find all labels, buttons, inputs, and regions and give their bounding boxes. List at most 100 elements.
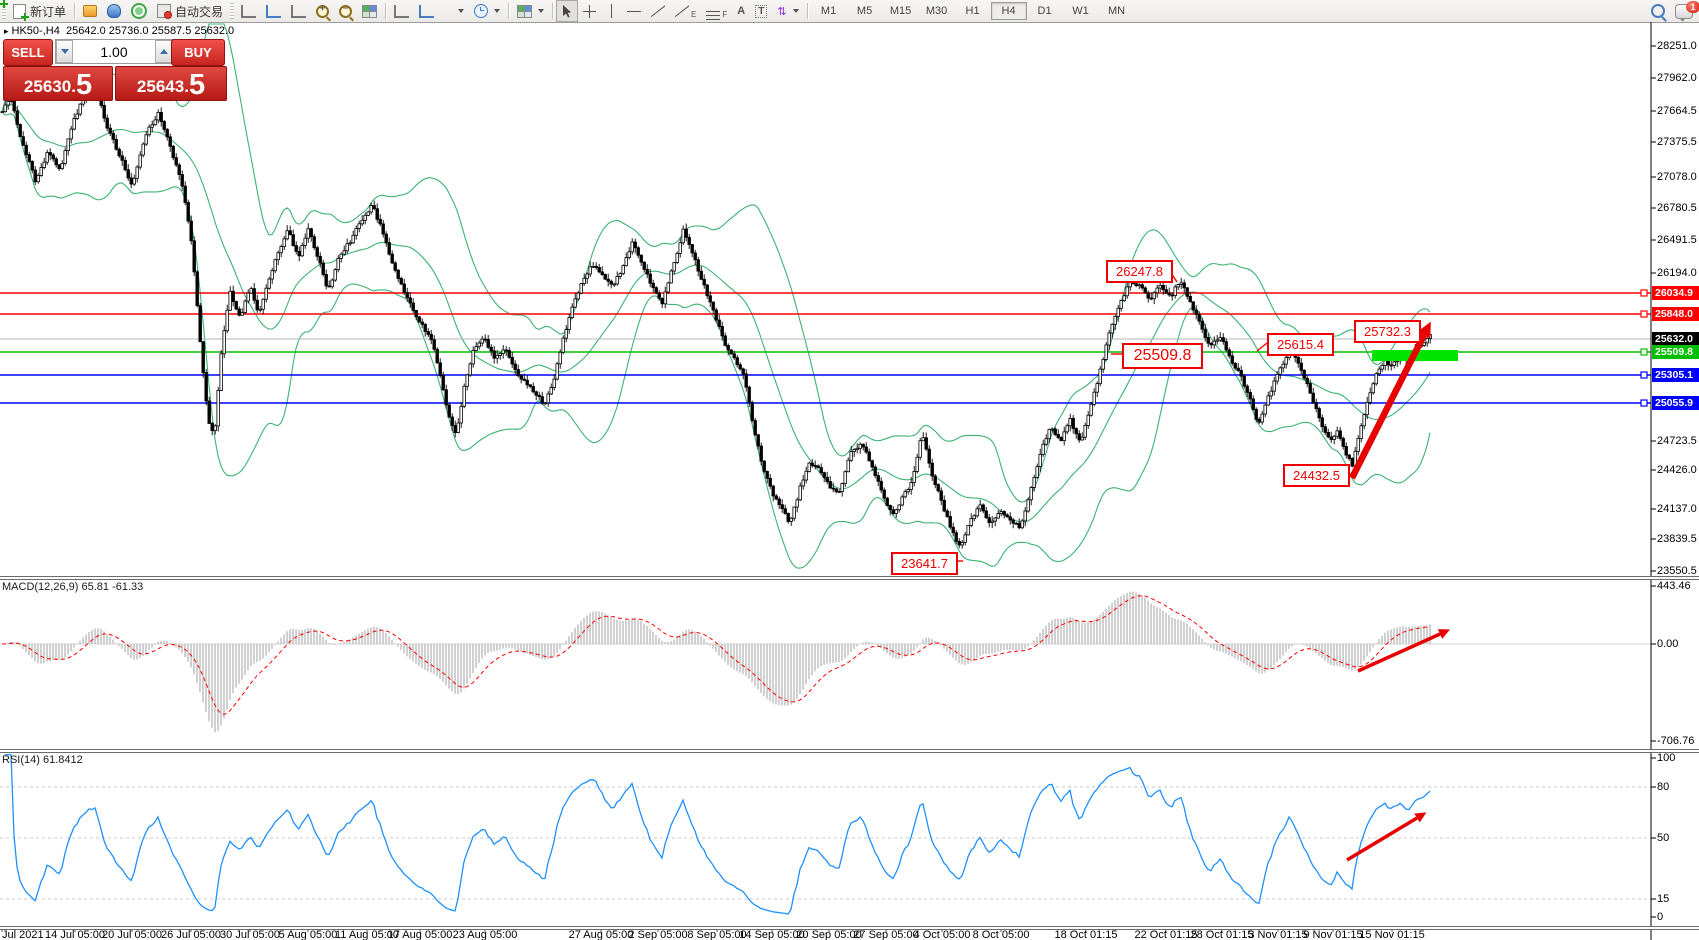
cursor-tool-button[interactable] bbox=[556, 0, 579, 22]
candle-chart-icon bbox=[266, 4, 282, 18]
vertical-line-icon bbox=[611, 4, 613, 18]
price-tick-label: 23839.5 bbox=[1657, 533, 1697, 545]
bid-sep: . bbox=[71, 77, 76, 96]
toolbar-grip[interactable] bbox=[230, 3, 235, 19]
time-axis-label: 2 Sep 05:00 bbox=[628, 929, 688, 940]
rsi-tick-label: 15 bbox=[1657, 893, 1670, 905]
tile-windows-icon bbox=[362, 4, 378, 18]
horizontal-line-icon bbox=[627, 10, 642, 12]
time-axis-label: 15 Nov 01:15 bbox=[1359, 929, 1425, 940]
time-axis-label: 11 Aug 05:00 bbox=[334, 929, 400, 940]
market-watch-button[interactable] bbox=[78, 1, 102, 21]
price-annotation[interactable]: 25509.8 bbox=[1122, 343, 1203, 369]
text-label-icon: T bbox=[755, 4, 768, 18]
sell-button[interactable]: SELL bbox=[3, 39, 53, 66]
price-tag: 25055.9 bbox=[1652, 396, 1699, 410]
time-axis-label: 20 Jul 05:00 bbox=[102, 929, 162, 940]
timeframe-d1[interactable]: D1 bbox=[1037, 5, 1052, 17]
price-tag: 25632.0 bbox=[1652, 332, 1699, 346]
timeframe-w1[interactable]: W1 bbox=[1072, 5, 1089, 17]
timeframe-bar: M1 M5 M15 M30 H1 H4 D1 W1 MN bbox=[811, 2, 1135, 20]
toolbar-grip[interactable] bbox=[2, 3, 6, 19]
notification-badge: 1 bbox=[1686, 0, 1699, 13]
target-icon bbox=[131, 3, 148, 19]
new-order-button[interactable]: 新订单 bbox=[8, 1, 71, 21]
timeframe-h4[interactable]: H4 bbox=[990, 2, 1027, 20]
macd-tick-label: 443.46 bbox=[1657, 580, 1691, 592]
timeframe-m1[interactable]: M1 bbox=[820, 5, 837, 17]
autotrading-button[interactable]: 自动交易 bbox=[152, 1, 228, 21]
line-chart-icon bbox=[291, 4, 307, 18]
volume-increase-button[interactable] bbox=[155, 40, 172, 63]
ask-price[interactable]: 25643. 5 bbox=[115, 66, 227, 101]
price-tick-label: 26194.0 bbox=[1657, 267, 1697, 279]
rsi-panel-splitter[interactable] bbox=[0, 749, 1699, 753]
chat-icon[interactable]: 1 bbox=[1675, 0, 1699, 22]
toolbar-right-group: 1 bbox=[1651, 0, 1699, 22]
chart-bar-button[interactable] bbox=[236, 1, 261, 21]
time-axis-label: 30 Jul 05:00 bbox=[220, 929, 280, 940]
horizontal-line-tool-button[interactable] bbox=[622, 1, 646, 21]
separator bbox=[508, 3, 510, 19]
time-axis-label: 26 Jul 05:00 bbox=[161, 929, 221, 940]
price-tag: 25305.1 bbox=[1652, 368, 1699, 382]
new-order-label: 新订单 bbox=[30, 4, 67, 19]
cursor-icon bbox=[562, 4, 572, 18]
timeframe-m30[interactable]: M30 bbox=[925, 5, 948, 17]
time-axis-label: 17 Aug 05:00 bbox=[387, 929, 453, 940]
chart-candle-button[interactable] bbox=[261, 1, 286, 21]
text-label-tool-button[interactable]: T bbox=[750, 1, 772, 21]
terminal-button[interactable] bbox=[126, 1, 152, 21]
price-annotation[interactable]: 25732.3 bbox=[1354, 320, 1421, 343]
macd-panel-splitter[interactable] bbox=[0, 576, 1699, 580]
arrows-tool-button[interactable]: ⇅ bbox=[772, 1, 803, 21]
time-axis-label: 8 Oct 05:00 bbox=[972, 929, 1030, 940]
period-button[interactable] bbox=[469, 1, 505, 21]
add-indicator-button[interactable] bbox=[439, 1, 469, 21]
price-annotation[interactable]: 25615.4 bbox=[1267, 333, 1334, 356]
price-annotation[interactable]: 24432.5 bbox=[1283, 464, 1350, 487]
zoom-out-button[interactable]: − bbox=[334, 1, 357, 21]
price-annotation[interactable]: 23641.7 bbox=[891, 552, 958, 575]
template-icon bbox=[517, 4, 533, 18]
down-arrow-icon bbox=[60, 49, 69, 54]
channel-tool-button[interactable]: E bbox=[670, 1, 701, 21]
timeframe-h1[interactable]: H1 bbox=[965, 5, 980, 17]
buy-button[interactable]: BUY bbox=[171, 39, 225, 66]
new-order-icon bbox=[13, 3, 29, 21]
zoom-in-button[interactable]: + bbox=[311, 1, 334, 21]
timeframe-mn[interactable]: MN bbox=[1107, 5, 1126, 17]
auto-arrange-button[interactable] bbox=[389, 1, 414, 21]
channel-letter: E bbox=[691, 9, 697, 19]
chart-line-button[interactable] bbox=[286, 1, 311, 21]
vertical-line-tool-button[interactable] bbox=[601, 1, 622, 21]
templates-button[interactable] bbox=[512, 1, 549, 21]
volume-decrease-button[interactable] bbox=[56, 40, 73, 63]
rsi-tick-label: 80 bbox=[1657, 781, 1670, 793]
chart-title: ▸ HK50-,H4 25642.0 25736.0 25587.5 25632.… bbox=[4, 25, 234, 37]
macd-tick-label: -706.76 bbox=[1657, 735, 1695, 747]
timeframe-m15[interactable]: M15 bbox=[889, 5, 912, 17]
crosshair-tool-button[interactable] bbox=[578, 1, 601, 21]
price-annotation[interactable]: 26247.8 bbox=[1106, 260, 1173, 283]
time-axis-splitter bbox=[0, 926, 1699, 930]
price-tag: 26034.9 bbox=[1652, 286, 1699, 300]
chart-shift-icon bbox=[419, 4, 435, 18]
price-tick-label: 26780.5 bbox=[1657, 202, 1697, 214]
fibonacci-tool-button[interactable]: F bbox=[701, 1, 732, 21]
chart-shift-button[interactable] bbox=[414, 1, 439, 21]
one-click-toggle-icon[interactable]: ▸ bbox=[4, 26, 9, 36]
bid-main: 25630 bbox=[23, 77, 72, 96]
bid-price[interactable]: 25630. 5 bbox=[3, 66, 113, 101]
tile-windows-button[interactable] bbox=[357, 1, 382, 21]
timeframe-m5[interactable]: M5 bbox=[856, 5, 873, 17]
search-icon[interactable] bbox=[1651, 4, 1665, 18]
volume-input[interactable]: 1.00 bbox=[100, 43, 128, 60]
time-axis-label: 14 Sep 05:00 bbox=[739, 929, 805, 940]
price-tick-label: 24426.0 bbox=[1657, 464, 1697, 476]
symbol-period: HK50-,H4 bbox=[11, 25, 60, 37]
text-tool-button[interactable]: A bbox=[732, 1, 750, 21]
navigator-button[interactable] bbox=[102, 1, 126, 21]
